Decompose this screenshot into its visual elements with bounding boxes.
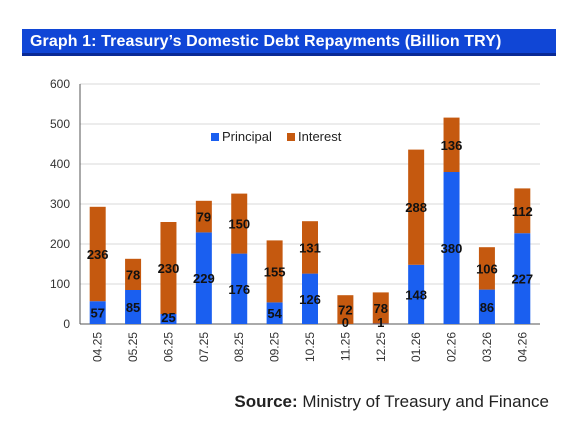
y-tick-label: 200 (50, 237, 70, 251)
source-label: Source: (234, 392, 298, 411)
x-tick-label: 06.25 (161, 332, 175, 362)
interest-data-label: 155 (264, 264, 286, 279)
interest-data-label: 236 (87, 247, 109, 262)
principal-bar (231, 253, 248, 324)
y-tick-label: 500 (50, 117, 70, 131)
principal-data-label: 86 (480, 300, 494, 315)
source-text: Ministry of Treasury and Finance (302, 392, 549, 411)
interest-data-label: 78 (374, 301, 388, 316)
x-tick-label: 09.25 (268, 332, 282, 362)
y-tick-label: 100 (50, 277, 70, 291)
interest-data-label: 288 (405, 200, 427, 215)
principal-bar (443, 172, 460, 324)
principal-data-label: 380 (441, 241, 463, 256)
x-tick-label: 08.25 (232, 332, 246, 362)
x-tick-label: 05.25 (126, 332, 140, 362)
interest-bar (408, 149, 425, 265)
interest-data-label: 79 (197, 210, 211, 225)
interest-data-label: 150 (228, 217, 250, 232)
y-tick-label: 0 (63, 317, 70, 331)
y-tick-label: 600 (50, 77, 70, 91)
principal-data-label: 1 (377, 315, 384, 330)
legend-swatch (287, 133, 295, 141)
interest-bar (195, 200, 212, 233)
stacked-bar-chart: 0 100 200 300 400 500 600 04.25 57 236 05.25 85 78 06… (50, 77, 540, 362)
legend-label: Interest (298, 129, 342, 144)
principal-data-label: 0 (342, 315, 349, 330)
principal-bar (125, 290, 142, 324)
interest-bar (337, 295, 354, 324)
x-tick-label: 07.25 (197, 332, 211, 362)
interest-data-label: 106 (476, 261, 498, 276)
interest-bar (514, 188, 531, 234)
interest-data-label: 230 (158, 261, 180, 276)
principal-data-label: 176 (228, 282, 250, 297)
y-tick-label: 300 (50, 197, 70, 211)
interest-data-label: 78 (126, 267, 140, 282)
principal-bar (302, 273, 318, 324)
x-tick-label: 02.26 (445, 332, 459, 362)
interest-bar (478, 247, 495, 290)
x-tick-label: 01.26 (409, 332, 423, 362)
interest-data-label: 131 (299, 240, 321, 255)
principal-bar (408, 264, 425, 324)
interest-data-label: 112 (512, 204, 533, 219)
legend-swatch (211, 133, 219, 141)
x-tick-label: 12.25 (374, 332, 388, 362)
principal-bar (195, 232, 212, 324)
principal-data-label: 148 (405, 287, 427, 302)
interest-bar (89, 206, 106, 302)
x-tick-label: 10.25 (303, 332, 317, 362)
principal-data-label: 57 (90, 306, 104, 321)
principal-data-label: 229 (193, 271, 215, 286)
principal-data-label: 25 (161, 310, 175, 325)
interest-data-label: 72 (338, 303, 352, 318)
x-tick-label: 11.25 (338, 332, 352, 361)
interest-bar (231, 193, 248, 254)
interest-bar (443, 117, 460, 172)
chart-title: Graph 1: Treasury’s Domestic Debt Repaym… (30, 33, 502, 50)
principal-bar (89, 301, 106, 324)
interest-data-label: 136 (441, 138, 463, 153)
principal-data-label: 227 (511, 272, 533, 287)
interest-bar (372, 292, 389, 324)
interest-bar (302, 221, 318, 274)
interest-bar (266, 240, 283, 303)
interest-bar (160, 222, 177, 314)
x-tick-label: 03.26 (480, 332, 494, 362)
source-note: Source: Ministry of Treasury and Finance (234, 392, 549, 412)
principal-data-label: 85 (126, 300, 140, 315)
x-tick-label: 04.26 (515, 332, 529, 362)
chart-title-bar: Graph 1: Treasury’s Domestic Debt Repaym… (22, 29, 556, 56)
interest-bar (125, 258, 142, 290)
principal-data-label: 126 (299, 292, 321, 307)
principal-bar (160, 314, 177, 324)
y-tick-label: 400 (50, 157, 70, 171)
principal-data-label: 54 (267, 306, 282, 321)
principal-bar (266, 302, 283, 324)
principal-bar (478, 289, 495, 324)
x-tick-label: 04.25 (91, 332, 105, 362)
legend-label: Principal (222, 129, 272, 144)
principal-bar (514, 233, 531, 324)
